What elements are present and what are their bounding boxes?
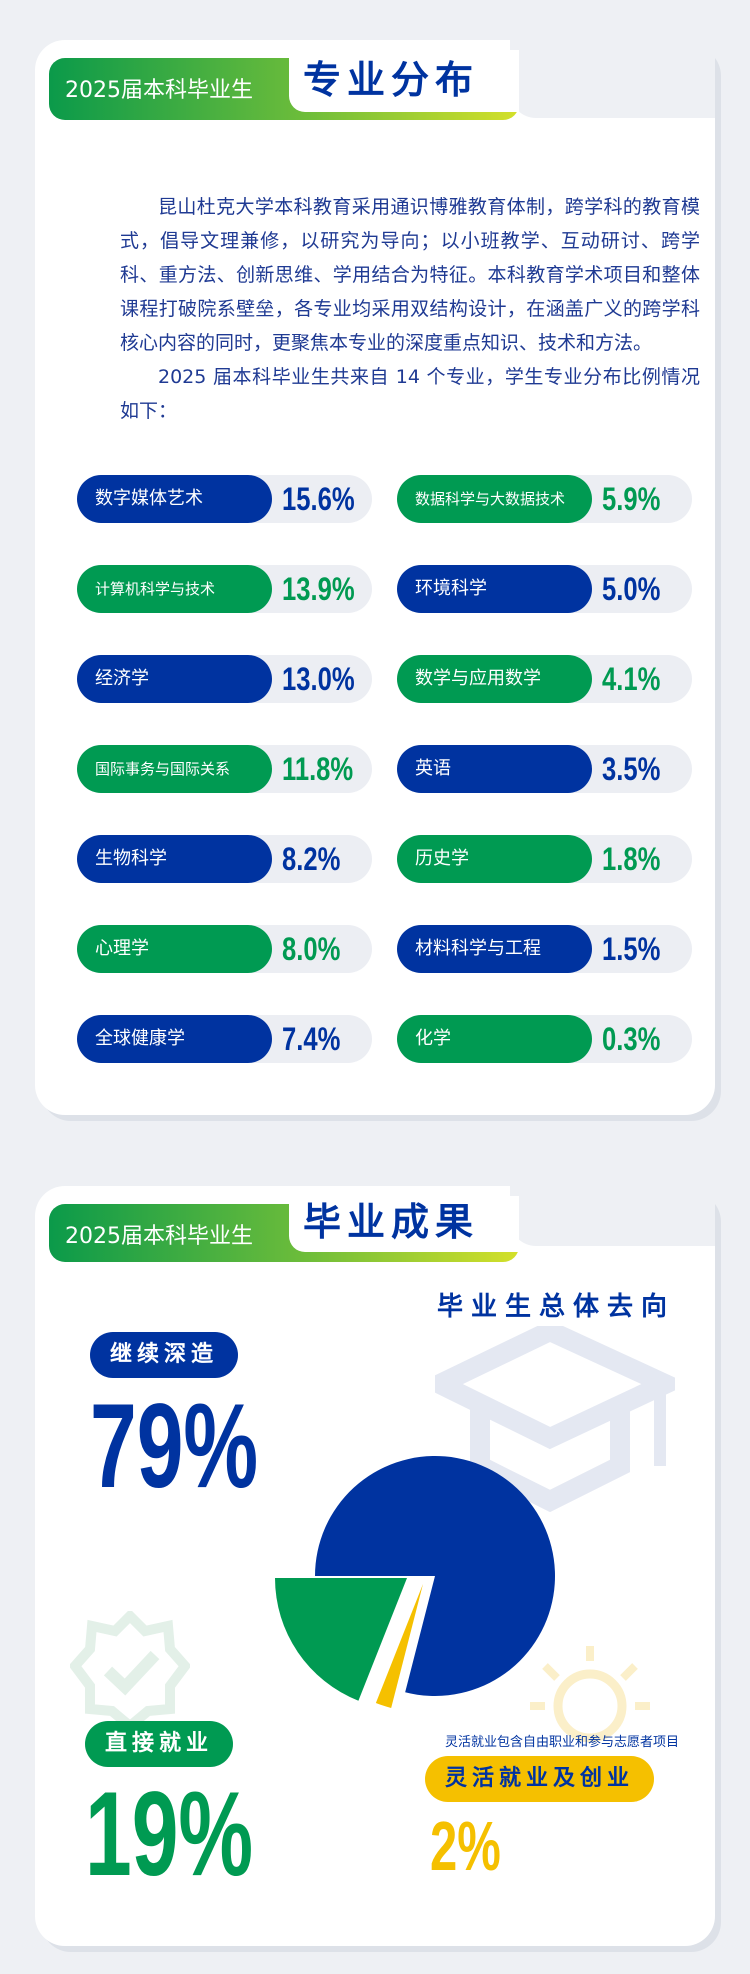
- major-percent: 1.5%: [602, 931, 661, 967]
- major-item: 数学与应用数学 4.1%: [397, 655, 692, 703]
- major-percent: 11.8%: [282, 751, 354, 787]
- major-name: 英语: [397, 745, 592, 793]
- major-name: 全球健康学: [77, 1015, 272, 1063]
- major-item: 化学 0.3%: [397, 1015, 692, 1063]
- major-name: 历史学: [397, 835, 592, 883]
- major-name: 国际事务与国际关系: [77, 745, 272, 793]
- major-item: 历史学 1.8%: [397, 835, 692, 883]
- pie-slice-1: [375, 1584, 423, 1708]
- intro-paragraph-2: 2025 届本科毕业生共来自 14 个专业，学生专业分布比例情况如下：: [120, 366, 700, 422]
- major-item: 数字媒体艺术 15.6%: [77, 475, 372, 523]
- major-name: 材料科学与工程: [397, 925, 592, 973]
- section-header: 2025届本科毕业生 专业分布: [49, 50, 519, 120]
- section-title: 毕业成果: [303, 1200, 480, 1244]
- flexible-value: 2%: [430, 1807, 501, 1885]
- graduation-outcome-card: 2025届本科毕业生 毕业成果 毕业生总体去向 继续深造 79% 直接就业 19…: [35, 1186, 715, 1946]
- major-item: 数据科学与大数据技术 5.9%: [397, 475, 692, 523]
- lightbulb-icon: [530, 1646, 650, 1743]
- major-item: 心理学 8.0%: [77, 925, 372, 973]
- major-item: 环境科学 5.0%: [397, 565, 692, 613]
- major-item: 计算机科学与技术 13.9%: [77, 565, 372, 613]
- major-name: 化学: [397, 1015, 592, 1063]
- major-item: 生物科学 8.2%: [77, 835, 372, 883]
- major-distribution-card: 2025届本科毕业生 专业分布 昆山杜克大学本科教育采用通识博雅教育体制，跨学科…: [35, 40, 715, 1115]
- card-notch: [510, 40, 715, 118]
- major-name: 计算机科学与技术: [77, 565, 272, 613]
- major-item: 经济学 13.0%: [77, 655, 372, 703]
- intro-paragraph-1: 昆山杜克大学本科教育采用通识博雅教育体制，跨学科的教育模式，倡导文理兼修，以研究…: [120, 196, 700, 354]
- major-percent: 13.0%: [282, 661, 355, 697]
- major-percent: 7.4%: [282, 1021, 341, 1057]
- major-item: 国际事务与国际关系 11.8%: [77, 745, 372, 793]
- major-percent: 8.0%: [282, 931, 341, 967]
- check-badge-icon: [70, 1611, 190, 1731]
- major-name: 心理学: [77, 925, 272, 973]
- major-name: 数学与应用数学: [397, 655, 592, 703]
- header-title-box: 专业分布: [289, 50, 519, 112]
- chart-title: 毕业生总体去向: [436, 1292, 675, 1322]
- intro-text: 昆山杜克大学本科教育采用通识博雅教育体制，跨学科的教育模式，倡导文理兼修，以研究…: [120, 190, 700, 428]
- graduation-hat-icon: [435, 1326, 675, 1513]
- flexible-badge: 灵活就业及创业: [425, 1756, 655, 1802]
- further-study-badge: 继续深造: [90, 1332, 239, 1378]
- major-name: 生物科学: [77, 835, 272, 883]
- major-percent: 1.8%: [602, 841, 661, 877]
- employment-value: 19%: [85, 1767, 254, 1901]
- major-percent: 8.2%: [282, 841, 341, 877]
- header-label: 2025届本科毕业生: [65, 1224, 253, 1249]
- pie-slice-2: [275, 1578, 407, 1701]
- outcome-pie-chart: [275, 1456, 555, 1708]
- major-percent: 3.5%: [602, 751, 661, 787]
- major-percent: 15.6%: [282, 481, 355, 517]
- header-label: 2025届本科毕业生: [65, 78, 253, 103]
- pie-slice-0: [315, 1456, 555, 1696]
- section-header: 2025届本科毕业生 毕业成果: [49, 1196, 519, 1262]
- major-percent: 0.3%: [602, 1021, 661, 1057]
- major-name: 数字媒体艺术: [77, 475, 272, 523]
- major-item: 材料科学与工程 1.5%: [397, 925, 692, 973]
- header-title-box: 毕业成果: [289, 1196, 519, 1252]
- employment-badge: 直接就业: [85, 1721, 234, 1767]
- major-percent: 4.1%: [602, 661, 661, 697]
- major-percent: 13.9%: [282, 571, 355, 607]
- major-name: 经济学: [77, 655, 272, 703]
- further-study-value: 79%: [90, 1379, 259, 1513]
- flexible-note: 灵活就业包含自由职业和参与志愿者项目: [445, 1735, 680, 1750]
- major-item: 英语 3.5%: [397, 745, 692, 793]
- major-name: 环境科学: [397, 565, 592, 613]
- major-percent: 5.0%: [602, 571, 661, 607]
- major-item: 全球健康学 7.4%: [77, 1015, 372, 1063]
- major-percent: 5.9%: [602, 481, 661, 517]
- major-name: 数据科学与大数据技术: [397, 475, 592, 523]
- card-notch: [510, 1186, 715, 1246]
- section-title: 专业分布: [303, 58, 480, 102]
